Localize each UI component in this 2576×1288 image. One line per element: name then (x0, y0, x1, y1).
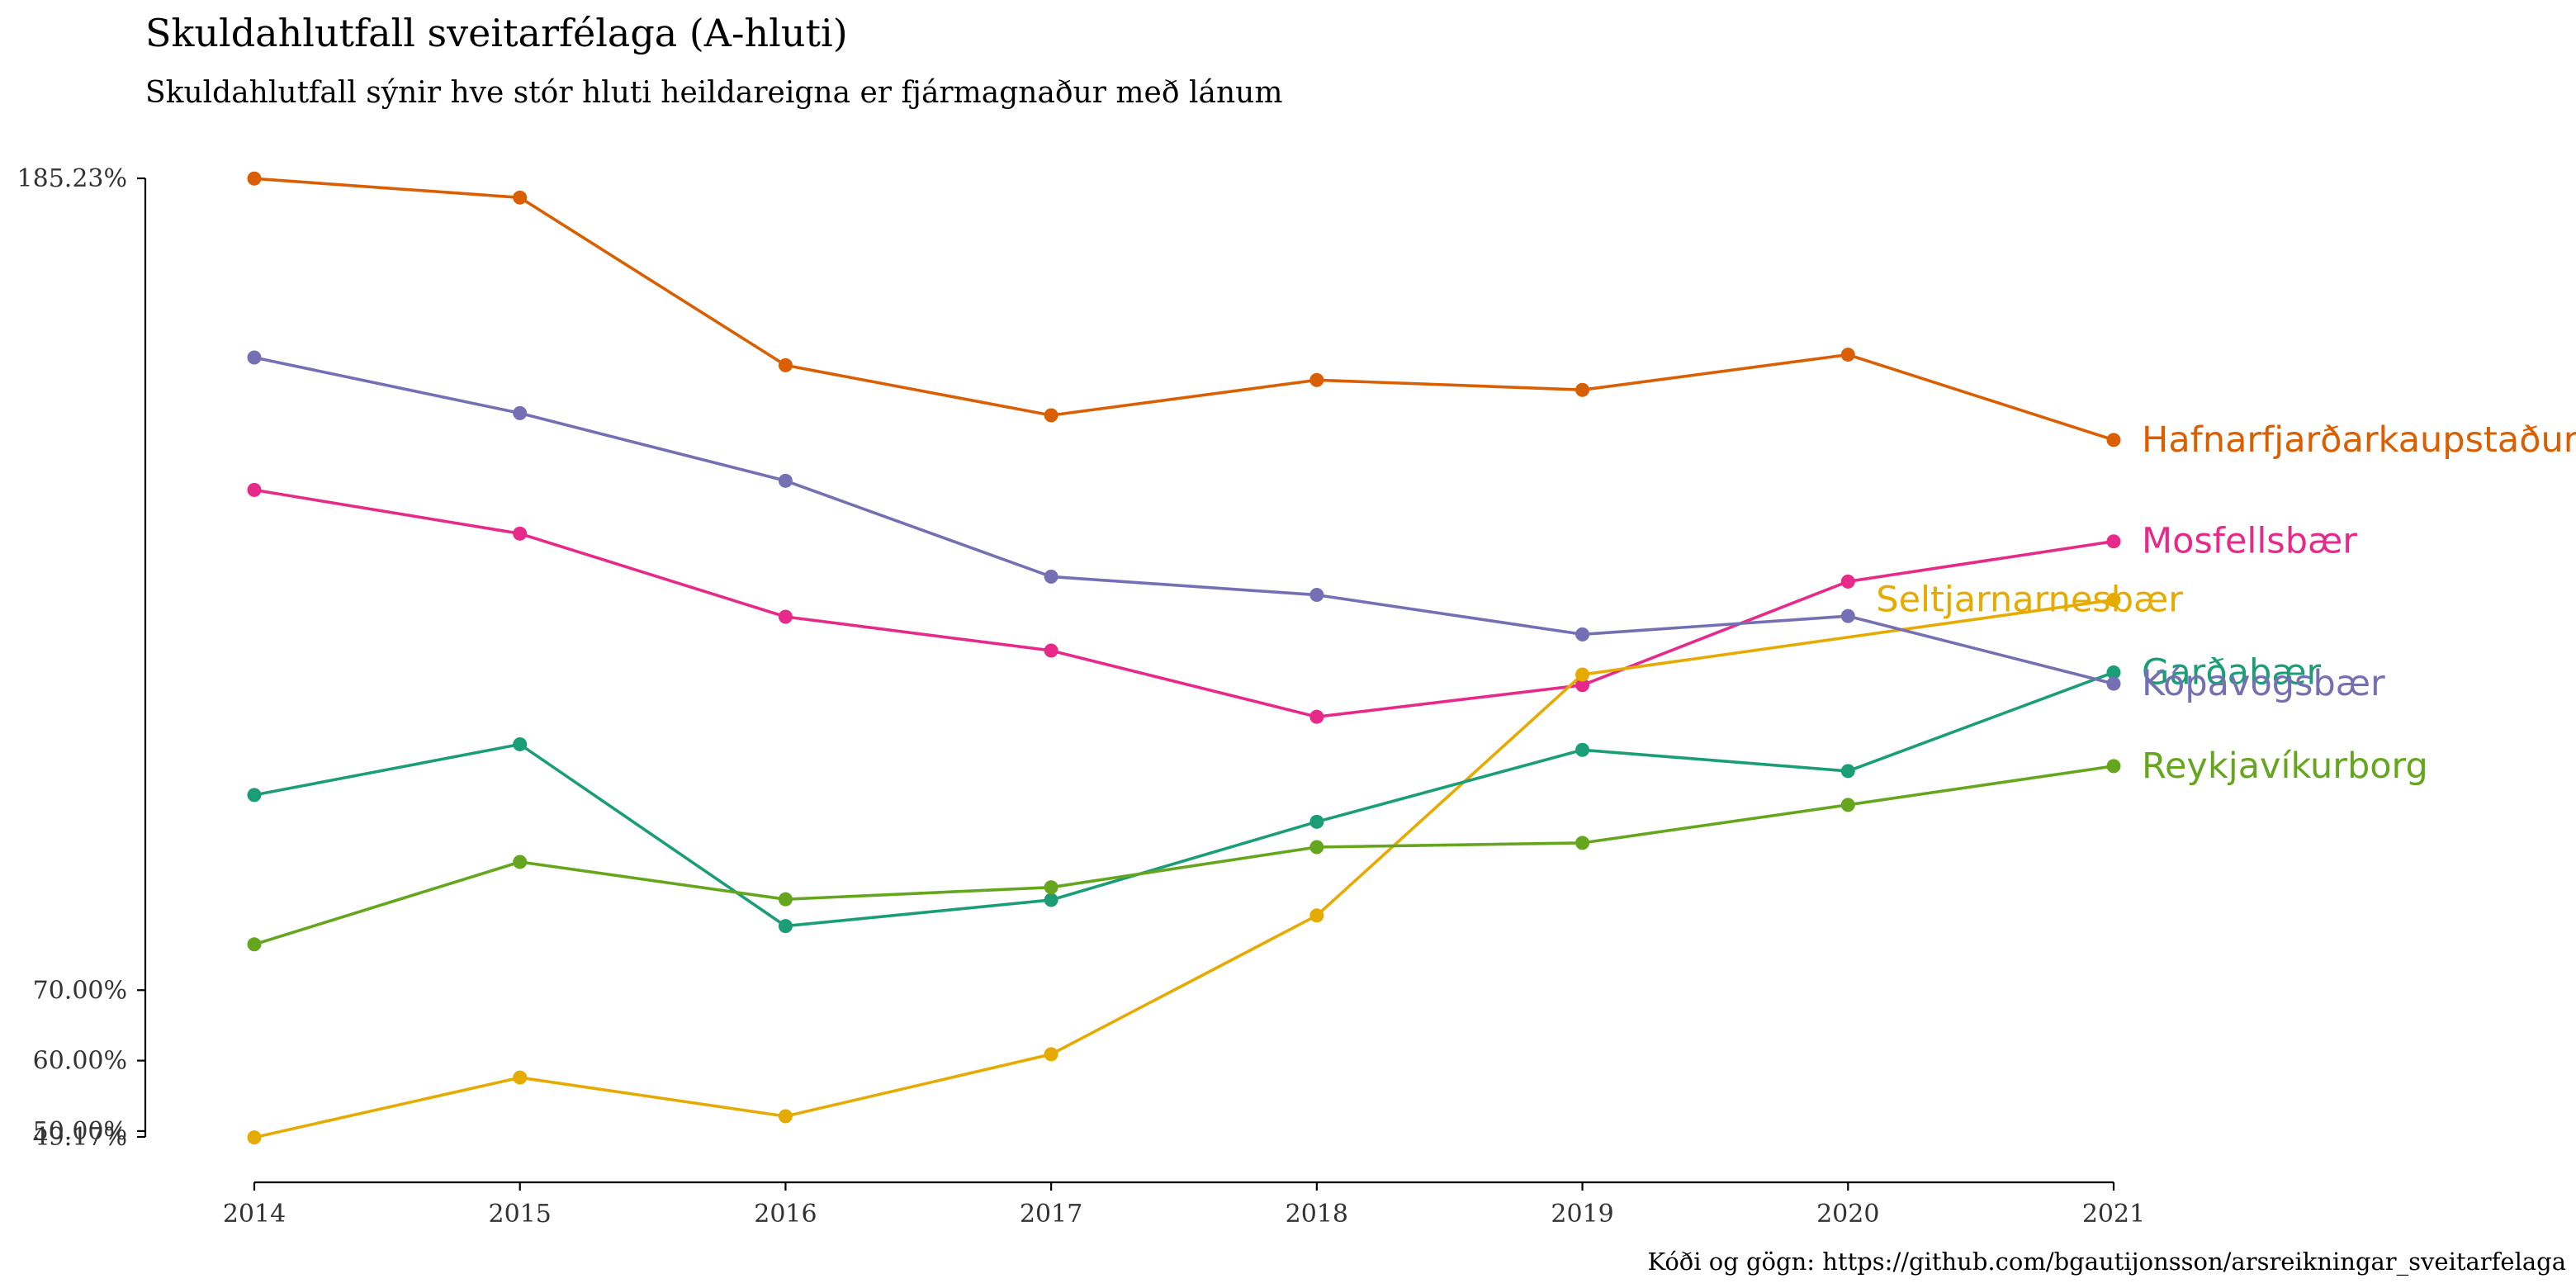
data-point (1309, 814, 1324, 829)
x-tick-label: 2014 (223, 1200, 286, 1229)
data-point (513, 190, 528, 205)
data-point (1044, 880, 1058, 895)
data-point (1309, 840, 1324, 855)
data-point (2106, 593, 2121, 608)
series-line (253, 765, 2115, 946)
data-point (1309, 709, 1324, 724)
chart-subtitle: Skuldahlutfall sýnir hve stór hluti heil… (145, 76, 1282, 110)
data-point (513, 855, 528, 869)
data-point (778, 473, 793, 488)
x-tick-label: 2020 (1816, 1200, 1879, 1229)
data-point (1840, 608, 1855, 623)
series-label: Kópavogsbær (2142, 663, 2385, 704)
data-point (778, 919, 793, 934)
y-tick-label: 60.00% (33, 1047, 127, 1076)
series-line (253, 670, 2115, 928)
x-tick-label: 2019 (1551, 1200, 1613, 1229)
data-point (1044, 569, 1058, 584)
series-ko-pavogsb-r: Kópavogsbær (247, 350, 2385, 704)
series-mosfellsb-r: Mosfellsbær (247, 482, 2357, 724)
data-point (1575, 678, 1590, 693)
data-point (1044, 893, 1058, 907)
x-tick-label: 2016 (754, 1200, 817, 1229)
data-point (1309, 588, 1324, 603)
data-point (1575, 627, 1590, 642)
data-point (2106, 433, 2121, 447)
data-point (247, 788, 262, 803)
data-point (1840, 798, 1855, 812)
x-tick-label: 2017 (1020, 1200, 1082, 1229)
y-tick-label: 49.17% (33, 1123, 127, 1152)
x-tick-label: 2021 (2082, 1200, 2145, 1229)
data-point (1575, 836, 1590, 850)
data-point (2106, 665, 2121, 680)
data-point (247, 482, 262, 497)
series-label: Reykjavíkurborg (2142, 746, 2428, 787)
data-point (778, 358, 793, 372)
series-gar-ab-r: Garðabær (247, 651, 2322, 934)
data-point (1575, 667, 1590, 682)
data-point (247, 1130, 262, 1145)
data-point (1044, 643, 1058, 658)
series-reykjavi-kurborg: Reykjavíkurborg (247, 746, 2428, 952)
series-label: Seltjarnarnesbær (1876, 580, 2183, 621)
y-tick-label: 50.00% (33, 1117, 127, 1146)
data-point (1840, 764, 1855, 779)
series-label: Garðabær (2142, 651, 2322, 693)
series-label: Hafnarfjarðarkaupstaður (2142, 419, 2576, 461)
data-point (247, 937, 262, 952)
data-point (513, 405, 528, 420)
y-tick-label: 185.23% (17, 164, 127, 193)
data-point (1044, 408, 1058, 423)
series-line (253, 356, 2115, 685)
chart-title: Skuldahlutfall sveitarfélaga (A-hluti) (145, 11, 848, 55)
chart-caption: Kóði og gögn: https://github.com/bgautij… (1647, 1248, 2566, 1276)
data-point (2106, 759, 2121, 774)
series-line (253, 488, 2115, 718)
data-point (513, 736, 528, 751)
data-point (513, 1070, 528, 1085)
data-point (1840, 348, 1855, 362)
data-point (1044, 1047, 1058, 1062)
series-line (253, 177, 2115, 442)
data-point (513, 526, 528, 541)
y-tick-label: 70.00% (33, 976, 127, 1005)
data-point (1840, 574, 1855, 589)
data-point (247, 350, 262, 365)
data-point (2106, 534, 2121, 549)
series-hafnarfjar-arkaupsta-ur: Hafnarfjarðarkaupstaður (247, 171, 2576, 461)
data-point (1575, 382, 1590, 397)
data-point (1309, 908, 1324, 923)
x-tick-label: 2018 (1286, 1200, 1348, 1229)
series-label: Mosfellsbær (2142, 521, 2357, 562)
x-tick-label: 2015 (489, 1200, 552, 1229)
data-point (1309, 372, 1324, 387)
series-seltjarnarnesb-r: Seltjarnarnesbær (247, 580, 2183, 1145)
data-point (778, 609, 793, 624)
data-point (1575, 742, 1590, 757)
data-point (2106, 676, 2121, 691)
data-point (778, 892, 793, 907)
data-point (778, 1109, 793, 1124)
plot-area: 49.17%50.00% 60.00% 70.00% 185.23% 2014 2015 2… (17, 164, 2576, 1229)
data-point (247, 171, 262, 186)
